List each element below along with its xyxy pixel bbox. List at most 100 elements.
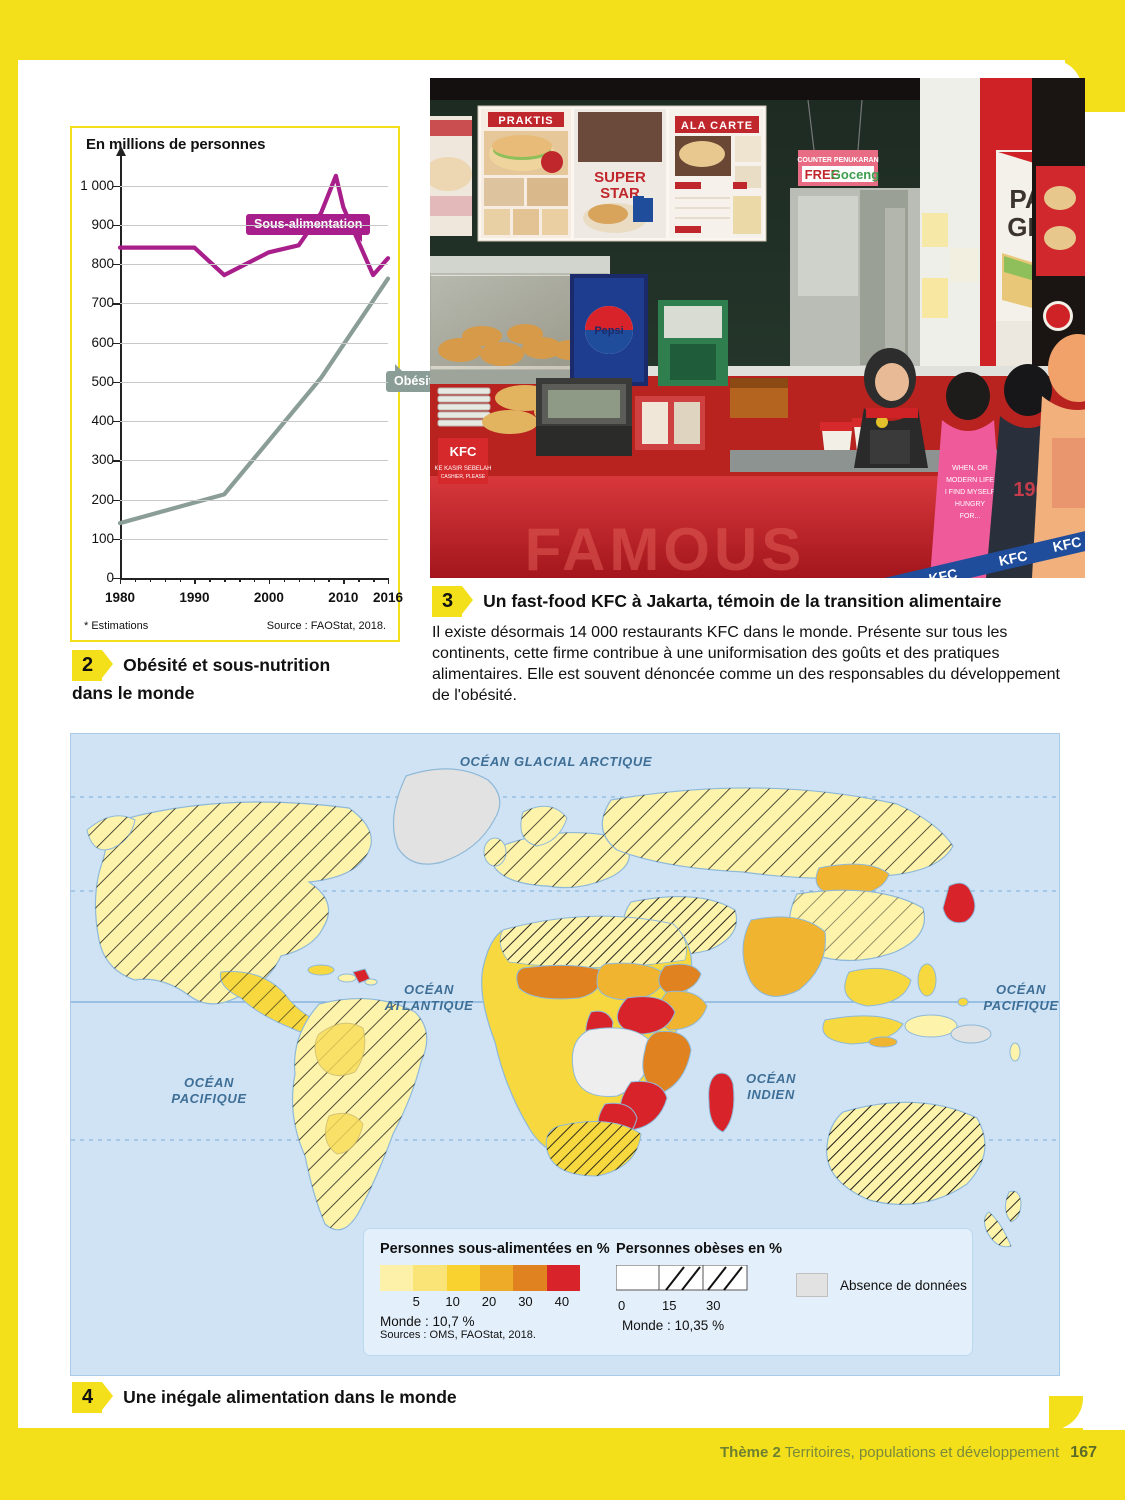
y-tick-mark (113, 578, 120, 580)
caption-2-line-1: Obésité et sous-nutrition (123, 655, 331, 675)
svg-text:CASHIER, PLEASE: CASHIER, PLEASE (441, 474, 486, 480)
legend-hatch-tick: 30 (706, 1298, 721, 1313)
y-tick-label: 600 (91, 334, 114, 350)
footer-theme-label: Thème 2 (720, 1444, 781, 1461)
gridline (120, 264, 388, 266)
caption-2-line-2: dans le monde (72, 683, 195, 703)
gridline (120, 342, 388, 344)
x-tick-minor (254, 578, 256, 582)
staff-person (854, 348, 928, 468)
ocean-label-arctique: OCÉAN GLACIAL ARCTIQUE (459, 754, 653, 769)
x-tick-label: 1990 (179, 590, 210, 605)
legend-hatch-tick: 15 (662, 1298, 677, 1313)
y-tick-mark (113, 460, 120, 462)
y-tick-label: 0 (106, 570, 114, 585)
y-tick-mark (113, 224, 120, 227)
svg-text:KFC: KFC (450, 444, 477, 459)
gridline (120, 538, 388, 540)
gridline (120, 460, 388, 462)
photo-figure-3-kfc-jakarta: PRAKTIS SUPER STAR ALA CARTE (430, 78, 1085, 578)
legend-undernourished-block: Personnes sous-alimentées en % 5 10 20 30 40… (380, 1241, 610, 1329)
svg-text:SUPER: SUPER (594, 169, 646, 186)
x-tick-minor (164, 578, 167, 582)
bottom-yellow-band (0, 1428, 1125, 1500)
y-tick-mark (113, 185, 120, 187)
svg-text:FREE: FREE (805, 167, 840, 182)
legend-ramp-tick: 30 (518, 1294, 533, 1309)
x-tick-minor (328, 578, 330, 582)
ocean-label-indien: OCÉAN INDIEN (746, 1071, 796, 1102)
x-tick-minor (224, 578, 226, 582)
svg-text:KFC: KFC (997, 547, 1028, 569)
y-tick-label: 800 (91, 256, 114, 272)
legend-ramp-step (413, 1265, 447, 1291)
y-tick-label: 200 (91, 491, 114, 507)
legend-nodata-label: Absence de données (840, 1277, 967, 1293)
legend-obese-world: Monde : 10,35 % (622, 1318, 725, 1333)
x-tick-minor (283, 578, 286, 582)
x-tick-mark (194, 578, 196, 584)
caption-3-title: Un fast-food KFC à Jakarta, témoin de la… (483, 591, 1002, 611)
x-tick-mark (268, 578, 271, 584)
legend-ramp-tick: 40 (554, 1294, 570, 1309)
y-tick-label: 1 000 (80, 177, 114, 193)
ocean-label-pacifique-ouest: OCÉAN PACIFIQUE (171, 1075, 247, 1106)
caption-figure-3: 3 Un fast-food KFC à Jakarta, témoin de … (432, 586, 1082, 706)
top-yellow-band (0, 0, 1125, 60)
y-tick-label: 500 (91, 373, 114, 389)
gridline (120, 381, 388, 383)
gridline (120, 421, 388, 423)
y-tick-mark (113, 421, 120, 423)
chart-source: Source : FAOStat, 2018. (266, 620, 386, 632)
legend-hatch-swatches (615, 1264, 782, 1296)
legend-ramp-step (380, 1265, 414, 1291)
legend-ramp-step (513, 1265, 547, 1291)
y-tick-mark (113, 538, 120, 541)
chart-plot-area: Sous-alimentation Obésité * 010020030040… (80, 146, 457, 605)
x-tick-mark (388, 578, 390, 584)
legend-obese-block: Personnes obèses en % 0 15 30 Monde : 10,3… (615, 1241, 782, 1333)
legend-nodata-block: Absence de données (796, 1273, 967, 1297)
y-axis-arrow-icon (116, 146, 126, 156)
x-tick-label: 2000 (253, 590, 284, 605)
gridline (120, 185, 388, 187)
y-tick-label: 400 (91, 413, 114, 429)
svg-text:COUNTER PENUKARAN: COUNTER PENUKARAN (797, 157, 878, 164)
ocean-label-pacifique-est: OCÉAN PACIFIQUE (983, 982, 1059, 1013)
x-tick-label: 1980 (104, 590, 136, 605)
ocean-label-atlantique: OCÉAN ATLANTIQUE (384, 982, 474, 1013)
legend-ramp-tick: 20 (481, 1294, 497, 1309)
region-greenland (392, 768, 501, 865)
svg-text:KE KASIR SEBELAH: KE KASIR SEBELAH (434, 466, 491, 472)
svg-text:STAR: STAR (600, 185, 640, 202)
series-line (117, 276, 391, 526)
x-tick-minor (134, 578, 137, 582)
legend-undernourished-title: Personnes sous-alimentées en % (380, 1241, 610, 1257)
y-tick-label: 300 (91, 452, 114, 468)
x-tick-label: 2010 (328, 590, 359, 605)
bottom-band-white-fill (1083, 1396, 1125, 1430)
legend-ramp-tick: 5 (412, 1294, 420, 1309)
x-tick-minor (313, 578, 315, 582)
series-label-sous-alimentation: Sous-alimentation (246, 214, 371, 242)
svg-text:HUNGRY: HUNGRY (955, 501, 986, 508)
svg-text:PRAKTIS: PRAKTIS (498, 115, 553, 127)
customer-person: WHEN, OR MODERN LIFE I FIND MYSELF HUNGR… (930, 372, 1006, 578)
figure-number-2: 2 (72, 650, 114, 681)
region-india (742, 916, 827, 997)
legend-ramp-step (546, 1265, 580, 1291)
chart-figure-2: En millions de personnes Sous-alimentati… (70, 126, 457, 642)
y-axis (120, 154, 122, 578)
gridline (120, 303, 388, 305)
svg-text:MODERN LIFE: MODERN LIFE (946, 477, 994, 484)
y-tick-mark (113, 499, 120, 501)
y-tick-mark (113, 342, 120, 344)
gridline (120, 499, 388, 501)
x-tick-minor (358, 578, 360, 582)
legend-undernourished-world: Monde : 10,7 % (380, 1314, 475, 1329)
legend-hatch-tick: 0 (618, 1298, 626, 1313)
legend-ramp-ticks: 5 10 20 30 40 (380, 1294, 580, 1309)
x-tick-mark (343, 578, 345, 584)
chart-footnote: * Estimations (84, 620, 149, 632)
